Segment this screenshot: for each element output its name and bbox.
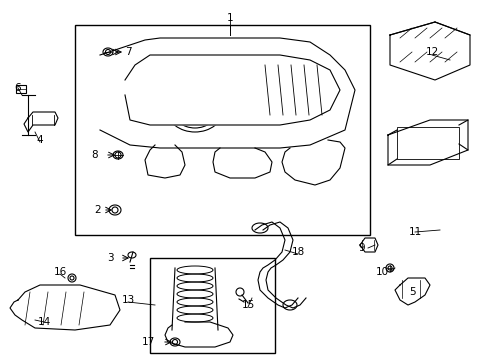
Bar (396, 127, 458, 159)
Polygon shape (389, 22, 469, 80)
Text: 12: 12 (425, 47, 438, 57)
Text: 5: 5 (409, 287, 415, 297)
Text: 1: 1 (226, 13, 233, 23)
Bar (150, 258, 274, 353)
Text: 8: 8 (92, 150, 98, 160)
Bar (16, 85, 26, 93)
Text: 15: 15 (241, 300, 254, 310)
Text: 18: 18 (291, 247, 304, 257)
Polygon shape (387, 120, 467, 165)
Text: 3: 3 (106, 253, 113, 263)
Text: 9: 9 (358, 243, 365, 253)
Text: 4: 4 (37, 135, 43, 145)
Text: 14: 14 (37, 317, 51, 327)
Text: 17: 17 (141, 337, 154, 347)
Text: 2: 2 (95, 205, 101, 215)
Text: 10: 10 (375, 267, 388, 277)
Text: 11: 11 (407, 227, 421, 237)
Polygon shape (10, 285, 120, 330)
Text: 16: 16 (53, 267, 66, 277)
Text: 6: 6 (15, 83, 21, 93)
Polygon shape (125, 55, 339, 125)
Text: 7: 7 (124, 47, 131, 57)
Text: 13: 13 (121, 295, 134, 305)
Bar (75, 25, 369, 235)
